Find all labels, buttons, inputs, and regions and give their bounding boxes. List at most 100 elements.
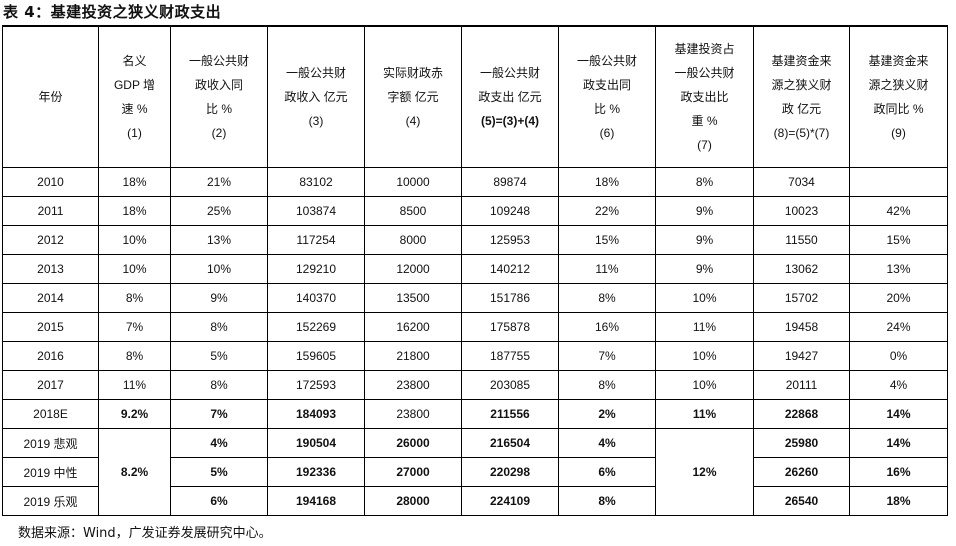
value-cell: 220298 bbox=[461, 457, 559, 487]
value-cell: 194168 bbox=[267, 486, 365, 516]
header-row: 年份 名义 GDP 增速 % (1) 一般公共财 政收入同比 % (2) 一般公共财 政收入 亿… bbox=[2, 25, 948, 168]
value-cell: 10% bbox=[655, 370, 754, 400]
value-cell: 6% bbox=[170, 486, 268, 516]
value-cell: 14% bbox=[849, 428, 948, 458]
value-cell: 9% bbox=[170, 283, 268, 313]
year-cell: 2012 bbox=[2, 225, 99, 255]
value-cell: 11% bbox=[558, 254, 656, 284]
year-cell: 2018E bbox=[2, 399, 99, 429]
value-cell: 19427 bbox=[753, 341, 850, 371]
data-source-note: 数据来源：Wind，广发证券发展研究中心。 bbox=[18, 526, 272, 541]
value-cell: 13062 bbox=[753, 254, 850, 284]
value-cell: 190504 bbox=[267, 428, 365, 458]
value-cell: 203085 bbox=[461, 370, 559, 400]
header-line: (1) bbox=[127, 126, 142, 140]
column-header-1: 年份 bbox=[2, 25, 99, 168]
header-line: 一般公共财 bbox=[285, 66, 346, 80]
header-line: (7) bbox=[697, 138, 712, 152]
value-cell: 8% bbox=[558, 283, 656, 313]
header-line: 名义 bbox=[122, 54, 147, 68]
value-cell: 8% bbox=[558, 486, 656, 516]
scenario-cell: 2019 中性 bbox=[2, 457, 99, 487]
header-line: (8)=(5)*(7) bbox=[773, 126, 830, 140]
value-cell: 224109 bbox=[461, 486, 559, 516]
header-line: 政 亿元 bbox=[781, 102, 822, 116]
value-cell: 25% bbox=[170, 196, 268, 226]
table-row: 2011 18% 25% 103874 8500 109248 22% 9% 10023 42% bbox=[2, 196, 948, 226]
column-header-8: 基建投资占一般公共财政支出比重 % (7) bbox=[655, 25, 754, 168]
value-cell: 26540 bbox=[753, 486, 850, 516]
header-line: 重 % bbox=[691, 114, 718, 128]
value-cell: 22868 bbox=[753, 399, 850, 429]
table-row: 2012 10% 13% 117254 8000 125953 15% 9% 11550 15% bbox=[2, 225, 948, 255]
year-cell: 2010 bbox=[2, 167, 99, 197]
value-cell: 129210 bbox=[267, 254, 365, 284]
value-cell: 23800 bbox=[364, 370, 462, 400]
value-cell: 172593 bbox=[267, 370, 365, 400]
header-line: 比 % bbox=[205, 102, 232, 116]
value-cell: 0% bbox=[849, 341, 948, 371]
column-header-3: 一般公共财 政收入同比 % (2) bbox=[170, 25, 268, 168]
year-cell: 2015 bbox=[2, 312, 99, 342]
forecast-row: 2019 中性 5% 192336 27000 220298 6% 26260 16% bbox=[2, 457, 948, 487]
header-line: 基建资金来 bbox=[771, 54, 832, 68]
column-header-2: 名义 GDP 增速 % (1) bbox=[98, 25, 171, 168]
year-cell: 2016 bbox=[2, 341, 99, 371]
header-line: GDP 增 bbox=[113, 78, 156, 92]
value-cell: 16% bbox=[849, 457, 948, 487]
header-line: 政收入同 bbox=[194, 78, 243, 92]
value-cell: 109248 bbox=[461, 196, 559, 226]
value-cell: 140212 bbox=[461, 254, 559, 284]
header-line: 比 % bbox=[593, 102, 620, 116]
value-cell: 8% bbox=[98, 283, 171, 313]
scenario-cell: 2019 乐观 bbox=[2, 486, 99, 516]
value-cell: 175878 bbox=[461, 312, 559, 342]
year-cell: 2013 bbox=[2, 254, 99, 284]
value-cell: 24% bbox=[849, 312, 948, 342]
value-cell: 117254 bbox=[267, 225, 365, 255]
value-cell: 10023 bbox=[753, 196, 850, 226]
table-row: 2017 11% 8% 172593 23800 203085 8% 10% 20111 4% bbox=[2, 370, 948, 400]
column-header-4: 一般公共财 政收入 亿元 (3) bbox=[267, 25, 365, 168]
value-cell: 20111 bbox=[753, 370, 850, 400]
header-line: 基建投资占 bbox=[674, 42, 735, 56]
value-cell: 23800 bbox=[364, 399, 462, 429]
value-cell: 159605 bbox=[267, 341, 365, 371]
value-cell: 21800 bbox=[364, 341, 462, 371]
fiscal-table-container: 年份 名义 GDP 增速 % (1) 一般公共财 政收入同比 % (2) 一般公共财 政收入 亿… bbox=[2, 25, 948, 516]
value-cell: 16% bbox=[558, 312, 656, 342]
value-cell: 151786 bbox=[461, 283, 559, 313]
value-cell: 4% bbox=[558, 428, 656, 458]
value-cell: 12000 bbox=[364, 254, 462, 284]
merged-gdp-growth-cell: 8.2% bbox=[98, 428, 171, 516]
value-cell: 8% bbox=[655, 167, 754, 197]
value-cell: 10% bbox=[98, 254, 171, 284]
value-cell bbox=[849, 167, 948, 197]
value-cell: 14% bbox=[849, 399, 948, 429]
header-line: 政支出比 bbox=[680, 90, 729, 104]
value-cell: 26260 bbox=[753, 457, 850, 487]
value-cell: 125953 bbox=[461, 225, 559, 255]
forecast-row: 2019 乐观 6% 194168 28000 224109 8% 26540 18% bbox=[2, 486, 948, 516]
value-cell: 9% bbox=[655, 254, 754, 284]
header-line: 一般公共财 bbox=[674, 66, 735, 80]
value-cell: 8% bbox=[558, 370, 656, 400]
value-cell: 42% bbox=[849, 196, 948, 226]
year-cell: 2014 bbox=[2, 283, 99, 313]
value-cell: 103874 bbox=[267, 196, 365, 226]
value-cell: 9% bbox=[655, 196, 754, 226]
header-line: 一般公共财 bbox=[576, 54, 637, 68]
column-header-10: 基建资金来 源之狭义财 政同比 % (9) bbox=[849, 25, 948, 168]
value-cell: 13500 bbox=[364, 283, 462, 313]
value-cell: 7% bbox=[98, 312, 171, 342]
value-cell: 4% bbox=[849, 370, 948, 400]
header-line: (9) bbox=[891, 126, 906, 140]
value-cell: 10% bbox=[170, 254, 268, 284]
table-row: 2016 8% 5% 159605 21800 187755 7% 10% 19427 0% bbox=[2, 341, 948, 371]
table-row: 2014 8% 9% 140370 13500 151786 8% 10% 15702 20% bbox=[2, 283, 948, 313]
value-cell: 140370 bbox=[267, 283, 365, 313]
table-row: 2013 10% 10% 129210 12000 140212 11% 9% 13062 13% bbox=[2, 254, 948, 284]
value-cell: 8% bbox=[98, 341, 171, 371]
table-title: 表 4：基建投资之狭义财政支出 bbox=[3, 3, 222, 21]
header-line: 源之狭义财 bbox=[771, 78, 832, 92]
